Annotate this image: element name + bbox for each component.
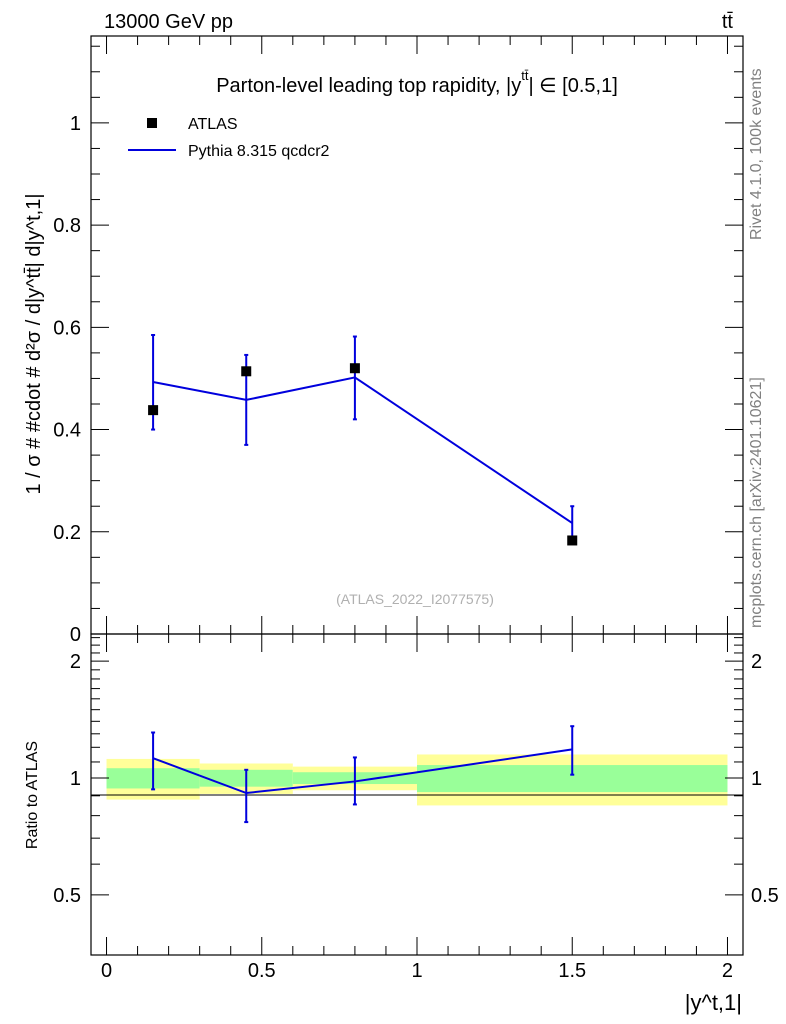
legend-atlas-label: ATLAS [188, 116, 238, 133]
main-y-tick-label: 1 [70, 113, 81, 135]
ratio-y-axis-label: Ratio to ATLAS [24, 741, 41, 849]
ratio-y-tick-label-right: 1 [751, 768, 762, 790]
main-y-axis-label: 1 / σ # #cdot # d²σ / d|y^tt̄| d|y^t,1| [23, 193, 45, 494]
main-y-tick-label: 0.6 [53, 317, 81, 339]
legend-atlas-marker [147, 118, 157, 128]
ratio-pythia-line [152, 748, 573, 795]
watermark: (ATLAS_2022_I2077575) [336, 591, 494, 607]
mcplots-label: mcplots.cern.ch [arXiv:2401.10621] [748, 377, 765, 628]
x-tick-label: 0 [101, 960, 112, 982]
atlas-data-point [567, 535, 578, 546]
atlas-data-point [148, 405, 159, 416]
main-panel: Parton-level leading top rapidity, |ytt̄… [23, 35, 744, 646]
x-tick-label: 1 [411, 960, 422, 982]
pythia-line [152, 376, 573, 524]
header-energy: 13000 GeV pp [104, 11, 233, 33]
ratio-y-tick-label-left: 1 [70, 768, 81, 790]
ratio-y-tick-label-right: 0.5 [751, 885, 779, 907]
main-y-tick-label: 0 [70, 624, 81, 646]
rivet-label: Rivet 4.1.0, 100k events [748, 68, 765, 240]
main-y-tick-label: 0.4 [53, 420, 81, 442]
main-y-tick-label: 0.8 [53, 215, 81, 237]
ratio-y-tick-label-left: 2 [70, 651, 81, 673]
x-axis-label: |y^t,1| [685, 990, 742, 1015]
ratio-panel: 0.5 0.5 1 1 2 2 0 0.5 1 1.5 2 Ratio to ATLAS |y^t,… [24, 633, 779, 1015]
atlas-data-point [349, 363, 360, 374]
header-process: tt̄ [722, 11, 734, 33]
ratio-frame [90, 633, 744, 956]
x-tick-label: 0.5 [248, 960, 276, 982]
main-title: Parton-level leading top rapidity, |ytt̄… [216, 68, 618, 97]
legend-pythia-label: Pythia 8.315 qcdcr2 [188, 143, 330, 160]
atlas-data-point [241, 366, 252, 377]
ratio-y-tick-label-right: 2 [751, 651, 762, 673]
main-y-tick-label: 0.2 [53, 522, 81, 544]
x-tick-label: 2 [722, 960, 733, 982]
x-tick-label: 1.5 [558, 960, 586, 982]
ratio-y-tick-label-left: 0.5 [53, 885, 81, 907]
